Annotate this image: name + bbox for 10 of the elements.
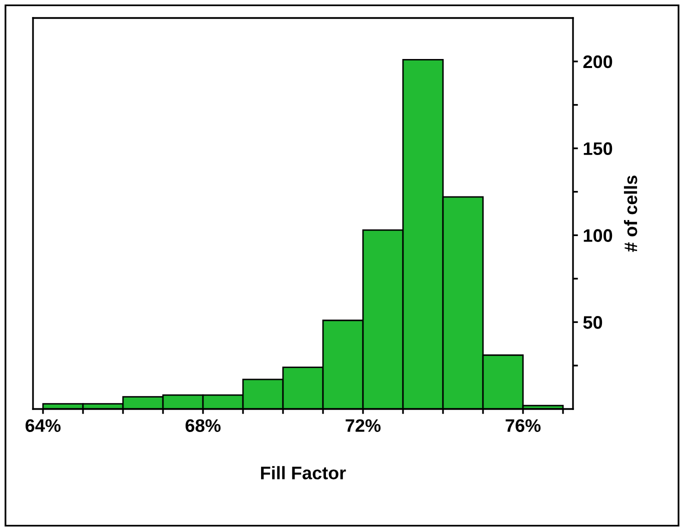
y-tick-label: 150 [584,142,612,156]
x-tick-label: 64% [26,419,61,432]
x-tick-label: 72% [346,419,381,432]
y-tick-label: 200 [583,55,612,68]
y-axis-title: # of cells [624,176,638,252]
x-tick-label: 76% [506,419,541,432]
y-tick-label: 100 [584,229,612,242]
y-tick-label: 50 [583,316,602,329]
x-axis-title: Fill Factor [261,466,346,480]
x-tick-label: 68% [186,419,221,432]
